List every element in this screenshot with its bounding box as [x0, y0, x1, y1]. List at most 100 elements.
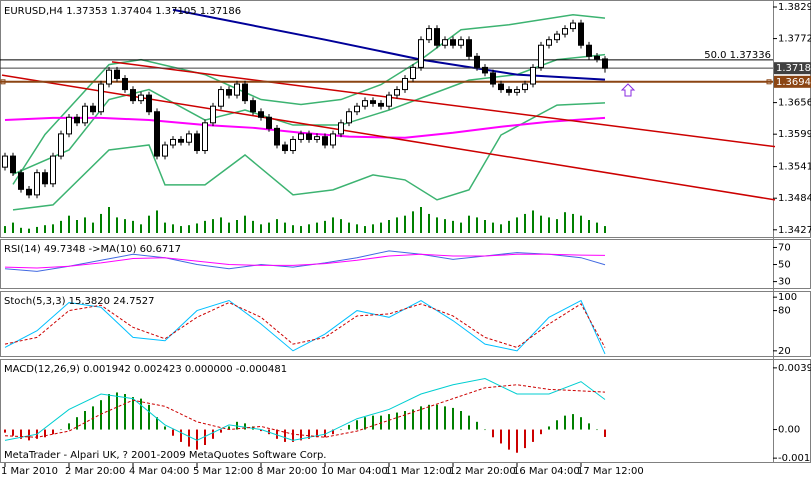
- volume-bar: [36, 226, 38, 233]
- histogram-bar: [68, 423, 70, 430]
- candle-body: [562, 28, 568, 35]
- histogram-bar: [164, 426, 166, 430]
- candle-body: [330, 133, 336, 146]
- histogram-bar: [484, 429, 486, 431]
- x-tick-label: 17 Mar 12:00: [577, 466, 644, 477]
- candle-body: [306, 133, 312, 140]
- candle-body: [82, 105, 88, 124]
- volume-bar: [4, 226, 6, 233]
- histogram-bar: [308, 429, 310, 439]
- histogram-bar: [532, 429, 534, 442]
- candle-body: [506, 89, 512, 93]
- histogram-bar: [388, 414, 390, 430]
- histogram-bar: [140, 398, 142, 430]
- level-tag-label: 1.36940: [776, 77, 811, 88]
- volume-bar: [268, 222, 270, 233]
- histogram-bar: [564, 415, 566, 430]
- candle-body: [2, 155, 8, 168]
- candle-body: [34, 172, 40, 196]
- y-tick-label: 1.35410: [778, 162, 811, 173]
- candle-body: [250, 100, 256, 113]
- histogram-bar: [468, 415, 470, 430]
- volume-bar: [604, 226, 606, 233]
- candle-body: [26, 188, 32, 196]
- volume-bar: [460, 222, 462, 233]
- histogram-bar: [340, 429, 342, 431]
- candle-body: [394, 89, 400, 96]
- candle-body: [290, 138, 296, 152]
- volume-bar: [124, 219, 126, 233]
- volume-bar: [220, 217, 222, 233]
- candle-body: [50, 155, 56, 185]
- volume-bar: [236, 220, 238, 233]
- histogram-bar: [444, 406, 446, 430]
- y-tick-label: 0.00: [778, 425, 800, 436]
- histogram-bar: [316, 429, 318, 438]
- volume-bar: [92, 222, 94, 233]
- x-tick-label: 16 Mar 04:00: [513, 466, 580, 477]
- candle-body: [418, 39, 424, 68]
- histogram-bar: [460, 411, 462, 430]
- histogram-bar: [76, 417, 78, 430]
- histogram-bar: [540, 429, 542, 435]
- histogram-bar: [436, 404, 438, 430]
- x-tick-label: 10 Mar 04:00: [321, 466, 388, 477]
- histogram-bar: [572, 414, 574, 430]
- histogram-bar: [100, 400, 102, 430]
- candle-body: [378, 102, 384, 107]
- volume-bar: [292, 225, 294, 233]
- candle-body: [18, 172, 24, 190]
- level-label: 50.0 1.37336: [704, 50, 771, 61]
- histogram-bar: [156, 417, 158, 430]
- histogram-bar: [196, 429, 198, 450]
- volume-bar: [380, 222, 382, 233]
- candle-body: [42, 172, 48, 185]
- x-tick-label: 2 Mar 20:00: [65, 466, 125, 477]
- indicator-line: [12, 13, 606, 185]
- histogram-bar: [276, 429, 278, 439]
- candle-body: [514, 89, 520, 93]
- histogram-bar: [12, 429, 14, 436]
- volume-bar: [548, 217, 550, 233]
- volume-bar: [284, 222, 286, 233]
- histogram-bar: [348, 424, 350, 430]
- candle-body: [370, 100, 376, 104]
- candle-body: [474, 55, 480, 68]
- volume-bar: [420, 207, 422, 233]
- histogram-bar: [332, 429, 334, 435]
- indicator-line: [4, 253, 606, 269]
- candle-body: [410, 66, 416, 79]
- candle-body: [362, 100, 368, 107]
- histogram-bar: [596, 429, 598, 431]
- histogram-bar: [412, 409, 414, 430]
- volume-bar: [436, 217, 438, 233]
- volume-bar: [492, 222, 494, 233]
- level-tag: [774, 62, 811, 75]
- candle-body: [266, 116, 272, 129]
- y-tick-label: 100: [778, 292, 797, 303]
- histogram-bar: [228, 426, 230, 430]
- level-tag: [774, 75, 811, 88]
- histogram-bar: [364, 417, 366, 430]
- y-tick-label: 1.36565: [778, 98, 811, 109]
- histogram-bar: [556, 420, 558, 430]
- volume-bar: [556, 219, 558, 233]
- volume-bar: [68, 215, 70, 233]
- panel-title: MACD(12,26,9) 0.001942 0.002423 0.000000…: [4, 364, 287, 375]
- histogram-bar: [404, 411, 406, 430]
- histogram-bar: [20, 429, 22, 439]
- volume-bar: [476, 217, 478, 233]
- histogram-bar: [132, 397, 134, 430]
- histogram-bar: [356, 420, 358, 430]
- candle-body: [498, 83, 504, 91]
- candle-body: [186, 133, 192, 143]
- candle-body: [586, 44, 592, 57]
- volume-bar: [484, 220, 486, 233]
- indicator-line: [4, 299, 606, 355]
- histogram-bar: [28, 429, 30, 441]
- candle-body: [146, 94, 152, 113]
- volume-bar: [588, 220, 590, 233]
- histogram-bar: [84, 411, 86, 430]
- y-tick-label: 1.37720: [778, 34, 811, 45]
- histogram-bar: [220, 429, 222, 433]
